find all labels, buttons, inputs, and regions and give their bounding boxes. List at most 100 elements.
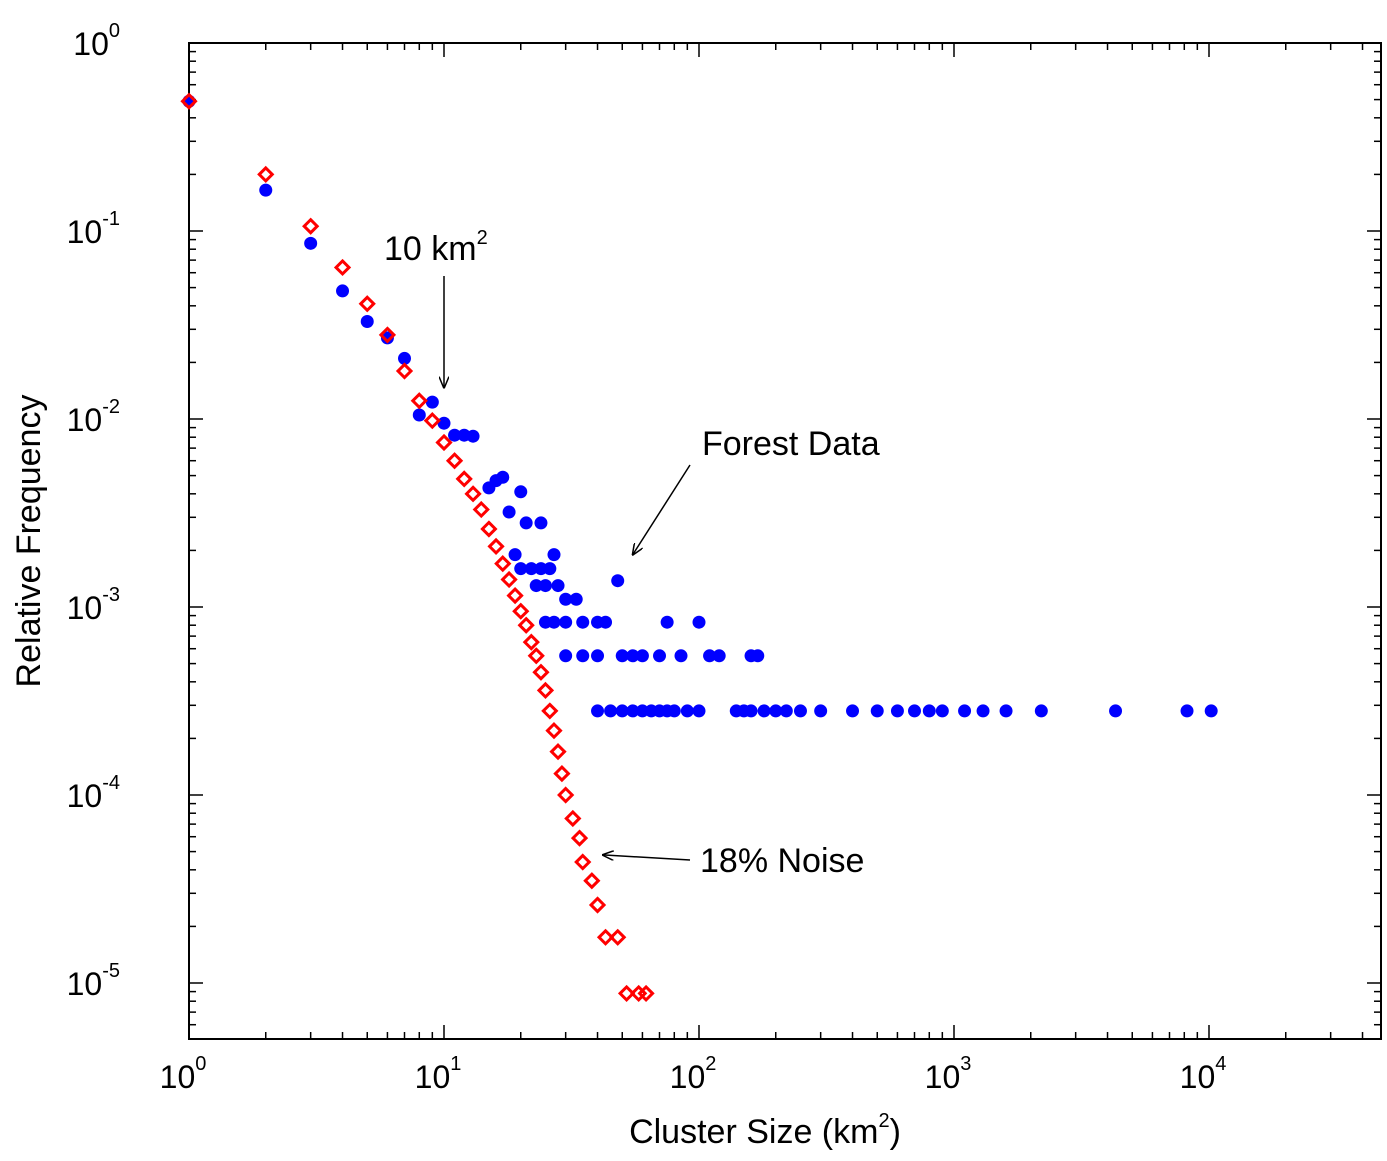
noise-data-point bbox=[564, 809, 582, 828]
forest-data-point bbox=[538, 579, 552, 593]
forest-data-point bbox=[692, 615, 706, 629]
annotation-10-km: 10 km2 bbox=[384, 227, 488, 268]
forest-data-point bbox=[502, 505, 516, 519]
y-tick-label-exp: -2 bbox=[102, 396, 120, 418]
x-axis-label: Cluster Size (km2) bbox=[629, 1110, 901, 1151]
noise-data-point bbox=[395, 362, 414, 380]
forest-data-point bbox=[1180, 704, 1194, 718]
forest-data-point bbox=[425, 395, 439, 409]
x-axis-label-main: Cluster Size (km bbox=[629, 1113, 878, 1151]
annotation-noise-arrow bbox=[603, 855, 691, 861]
y-tick-label-base: 10 bbox=[67, 778, 103, 814]
forest-data-point bbox=[398, 351, 411, 365]
forest-data-point bbox=[547, 615, 561, 629]
forest-data-point bbox=[626, 649, 640, 663]
forest-data-point bbox=[599, 615, 613, 629]
forest-data-point bbox=[769, 704, 783, 718]
forest-data-point bbox=[551, 579, 565, 593]
annotation-10-km-sup: 2 bbox=[477, 227, 488, 249]
noise-data-point bbox=[333, 258, 352, 277]
noise-data-point bbox=[517, 616, 535, 634]
axis-ticks bbox=[188, 42, 1381, 1039]
forest-data-point bbox=[519, 516, 533, 530]
noise-data-point bbox=[455, 470, 473, 488]
noise-data-point bbox=[609, 928, 627, 946]
annotations: 10 km2 Forest Data 18% Noise bbox=[384, 227, 880, 880]
y-tick-label-exp: -4 bbox=[102, 772, 120, 794]
data-points bbox=[180, 92, 1218, 1003]
forest-data-point bbox=[635, 649, 649, 663]
y-tick-label-base: 10 bbox=[73, 26, 109, 62]
forest-data-point bbox=[814, 704, 828, 718]
noise-data-point bbox=[532, 663, 550, 681]
y-tick-label-base: 10 bbox=[67, 966, 103, 1002]
x-tick-label-exp: 1 bbox=[450, 1053, 461, 1075]
forest-data-point bbox=[660, 615, 674, 629]
y-tick-label-exp: 0 bbox=[109, 20, 120, 42]
forest-data-point bbox=[870, 704, 884, 718]
forest-data-point bbox=[508, 548, 522, 562]
noise-data-point bbox=[358, 295, 376, 313]
noise-data-point bbox=[617, 984, 636, 1003]
forest-data-point bbox=[604, 704, 618, 718]
x-tick-label-exp: 4 bbox=[1215, 1053, 1226, 1075]
forest-data-point bbox=[712, 649, 726, 663]
noise-data-point bbox=[549, 743, 567, 761]
y-tick-label-base: 10 bbox=[67, 402, 103, 438]
forest-data-point bbox=[1109, 704, 1123, 718]
noise-data-point bbox=[378, 326, 397, 344]
plot-frame bbox=[188, 42, 1382, 1040]
forest-data-point bbox=[559, 615, 573, 629]
forest-data-point bbox=[437, 416, 451, 430]
forest-data-point bbox=[1204, 704, 1218, 718]
noise-data-point bbox=[574, 853, 592, 871]
forest-data-point bbox=[543, 562, 557, 576]
noise-data-point bbox=[637, 984, 655, 1003]
forest-data-point bbox=[514, 562, 528, 576]
noise-data-point bbox=[527, 647, 545, 665]
y-tick-label: 10-3 bbox=[67, 584, 120, 626]
y-tick-label: 10-2 bbox=[67, 396, 120, 438]
forest-data-point bbox=[703, 649, 717, 663]
forest-data-point bbox=[529, 579, 543, 593]
noise-data-point bbox=[257, 165, 275, 184]
forest-data-point bbox=[466, 429, 480, 443]
x-tick-label: 100 bbox=[160, 1053, 207, 1095]
x-tick-label-base: 10 bbox=[670, 1059, 706, 1095]
forest-data-point bbox=[360, 315, 374, 329]
forest-data-point bbox=[591, 704, 605, 718]
x-tick-label: 104 bbox=[1180, 1053, 1227, 1095]
forest-data-point bbox=[259, 183, 273, 197]
forest-data-point bbox=[908, 704, 921, 718]
x-tick-label-exp: 3 bbox=[960, 1053, 971, 1075]
noise-data-point bbox=[506, 586, 524, 605]
forest-data-point bbox=[448, 428, 462, 442]
y-tick-label-exp: -5 bbox=[102, 960, 120, 982]
x-tick-label: 102 bbox=[670, 1053, 717, 1095]
noise-data-point bbox=[596, 928, 615, 946]
noise-data-point bbox=[522, 633, 540, 651]
forest-data-point bbox=[615, 649, 629, 663]
x-tick-label: 101 bbox=[415, 1053, 462, 1095]
forest-data-point bbox=[514, 485, 528, 499]
x-tick-label-base: 10 bbox=[1180, 1059, 1216, 1095]
forest-data-point bbox=[674, 649, 688, 663]
forest-data-point bbox=[559, 649, 573, 663]
noise-data-point bbox=[487, 537, 505, 556]
x-axis-label-tail: ) bbox=[890, 1113, 901, 1151]
forest-data-point bbox=[999, 704, 1013, 718]
forest-data-point bbox=[976, 704, 990, 718]
forest-data-point bbox=[846, 704, 860, 718]
forest-data-point bbox=[1034, 704, 1048, 718]
forest-data-point bbox=[591, 649, 605, 663]
forest-data-point bbox=[680, 704, 694, 718]
noise-data-point bbox=[512, 602, 530, 620]
annotation-10-km-text: 10 km bbox=[384, 230, 477, 268]
y-tick-label-base: 10 bbox=[67, 590, 103, 626]
noise-data-point bbox=[570, 829, 589, 847]
noise-data-point bbox=[180, 92, 198, 110]
forest-data-point bbox=[692, 704, 706, 718]
x-tick-label-exp: 0 bbox=[195, 1053, 206, 1075]
forest-data-point bbox=[569, 592, 583, 606]
